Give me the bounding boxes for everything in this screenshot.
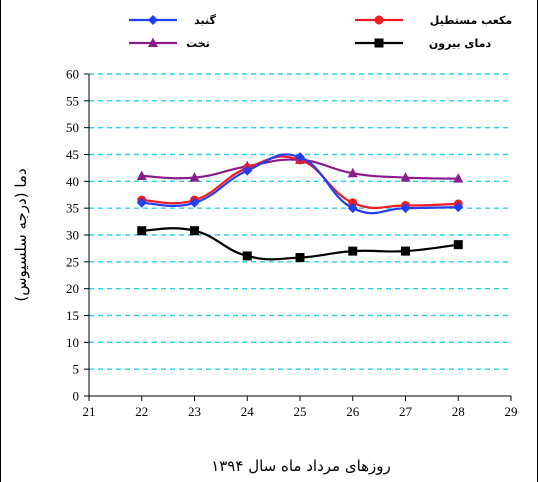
- x-tick-label: 27: [399, 404, 413, 419]
- data-point: [453, 173, 464, 183]
- legend-marker: [148, 37, 158, 47]
- axes: 0 5 10 15 20 25 30 35 40 45 50 55 60 21 22 23 24 25 26 27 28…: [66, 67, 518, 420]
- data-point: [295, 152, 305, 163]
- legend-label: دمای بیرون: [429, 37, 492, 50]
- y-tick-label: 40: [66, 174, 79, 189]
- data-point: [401, 246, 410, 256]
- x-tick-label: 28: [452, 404, 465, 419]
- data-point: [190, 226, 199, 236]
- y-tick-label: 45: [66, 147, 79, 162]
- data-point: [136, 197, 147, 208]
- data-point: [136, 170, 147, 180]
- y-tick-label: 25: [66, 254, 79, 269]
- legend-item: تخت: [129, 37, 210, 50]
- y-tick-label: 10: [66, 335, 79, 350]
- legend-marker: [374, 15, 384, 25]
- legend-label: تخت: [186, 37, 210, 50]
- data-point: [347, 167, 358, 178]
- y-tick-label: 55: [66, 93, 79, 108]
- x-tick-label: 24: [241, 404, 255, 419]
- grid-lines: [89, 73, 511, 370]
- y-tick-label: 0: [73, 389, 80, 404]
- y-tick-label: 60: [66, 67, 79, 82]
- x-tick-label: 23: [188, 404, 201, 419]
- legend-marker: [374, 38, 384, 48]
- data-point: [137, 226, 147, 236]
- x-tick-label: 29: [505, 404, 518, 419]
- x-tick-label: 26: [346, 404, 360, 419]
- y-tick-label: 5: [73, 362, 80, 377]
- data-point: [348, 198, 358, 208]
- series-3: [137, 226, 463, 263]
- series-1: [137, 155, 463, 210]
- y-tick-label: 15: [66, 308, 79, 323]
- data-point: [348, 246, 358, 256]
- legend-label: مکعب مستطیل: [430, 14, 512, 27]
- y-tick-label: 35: [66, 201, 79, 216]
- data-point: [295, 253, 305, 263]
- data-point: [400, 203, 411, 214]
- data-point: [189, 172, 200, 182]
- legend: گنبد مکعب مستطیل تخت دمای بیرون: [129, 14, 512, 50]
- legend-item: گنبد: [129, 14, 216, 27]
- data-point: [400, 172, 411, 182]
- data-point: [347, 203, 358, 214]
- series-0: [136, 152, 464, 215]
- x-tick-label: 25: [294, 404, 307, 419]
- y-axis-title: دما (درجه سلسیوس): [12, 168, 30, 301]
- y-tick-label: 30: [66, 228, 79, 243]
- y-tick-label: 20: [66, 281, 79, 296]
- x-axis-title: روزهای مرداد ماه سال ۱۳۹۴: [211, 457, 391, 475]
- data-point: [453, 240, 463, 250]
- series-lines: [136, 152, 464, 263]
- legend-marker: [148, 15, 158, 25]
- legend-item: مکعب مستطیل: [355, 14, 512, 27]
- y-tick-label: 50: [66, 120, 79, 135]
- data-point: [242, 165, 253, 176]
- legend-label: گنبد: [194, 14, 216, 27]
- data-point: [189, 197, 200, 208]
- x-tick-label: 21: [83, 404, 96, 419]
- legend-item: دمای بیرون: [355, 37, 491, 50]
- data-point: [453, 202, 464, 213]
- x-tick-label: 22: [135, 404, 148, 419]
- data-point: [242, 251, 252, 261]
